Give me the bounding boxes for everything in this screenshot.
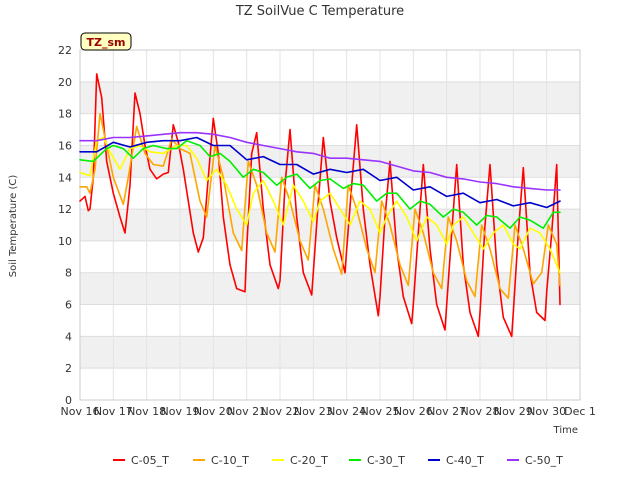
x-tick-label: Nov 21 xyxy=(227,405,266,418)
series-line-c-30-t xyxy=(79,139,561,229)
x-tick-label: Dec 1 xyxy=(564,405,596,418)
plot-band xyxy=(80,272,580,305)
plot-background xyxy=(80,50,580,400)
legend-label: C-50_T xyxy=(525,454,563,467)
y-tick-label: 12 xyxy=(58,203,72,216)
plot-frame xyxy=(79,49,581,401)
y-tick-label: 0 xyxy=(65,394,72,407)
x-tick-label: Nov 29 xyxy=(494,405,533,418)
badge-label: TZ_sm xyxy=(87,36,126,49)
series-line-c-20-t xyxy=(79,136,561,274)
y-axis-label: Soil Temperature (C) xyxy=(8,175,19,278)
x-tick-label: Nov 26 xyxy=(394,405,433,418)
x-tick-label: Nov 23 xyxy=(294,405,333,418)
x-tick-label: Nov 28 xyxy=(461,405,500,418)
plot-band xyxy=(80,145,580,178)
y-tick-label: 14 xyxy=(58,171,72,184)
y-tick-label: 8 xyxy=(65,267,72,280)
legend-label: C-05_T xyxy=(131,454,169,467)
x-tick-label: Nov 16 xyxy=(61,405,100,418)
y-tick-label: 20 xyxy=(58,76,72,89)
x-tick-label: Nov 17 xyxy=(94,405,133,418)
x-tick-label: Nov 24 xyxy=(327,405,366,418)
legend: C-05_T C-10_T C-20_T C-30_T C-40_T C-50_T xyxy=(113,454,563,467)
x-tick-label: Nov 30 xyxy=(527,405,566,418)
y-tick-label: 22 xyxy=(58,44,72,57)
plot-band xyxy=(80,81,580,114)
x-tick-label: Nov 27 xyxy=(427,405,466,418)
series-badge: TZ_sm xyxy=(80,32,132,51)
y-tick-label: 18 xyxy=(58,108,72,121)
x-axis-label: Time xyxy=(553,425,578,436)
x-tick-label: Nov 18 xyxy=(127,405,166,418)
x-tick-label: Nov 19 xyxy=(161,405,200,418)
legend-label: C-20_T xyxy=(290,454,328,467)
series-line-c-50-t xyxy=(79,131,561,191)
legend-label: C-30_T xyxy=(367,454,405,467)
x-tick-label: Nov 25 xyxy=(361,405,400,418)
legend-label: C-10_T xyxy=(211,454,249,467)
x-tick-label: Nov 22 xyxy=(261,405,300,418)
legend-label: C-40_T xyxy=(446,454,484,467)
y-tick-label: 10 xyxy=(58,235,72,248)
chart-title: TZ SoilVue C Temperature xyxy=(235,4,404,19)
y-tick-label: 4 xyxy=(65,330,72,343)
y-tick-label: 16 xyxy=(58,139,72,152)
series-lines xyxy=(79,73,561,338)
series-line-c-05-t xyxy=(79,73,561,338)
x-tick-label: Nov 20 xyxy=(194,405,233,418)
y-tick-label: 6 xyxy=(65,299,72,312)
y-axis-ticks: 0 2 4 6 8 10 12 14 16 18 20 22 xyxy=(58,44,72,407)
y-tick-label: 2 xyxy=(65,362,72,375)
badge-box xyxy=(80,32,132,51)
plot-band xyxy=(80,336,580,369)
series-line-c-40-t xyxy=(79,136,561,209)
